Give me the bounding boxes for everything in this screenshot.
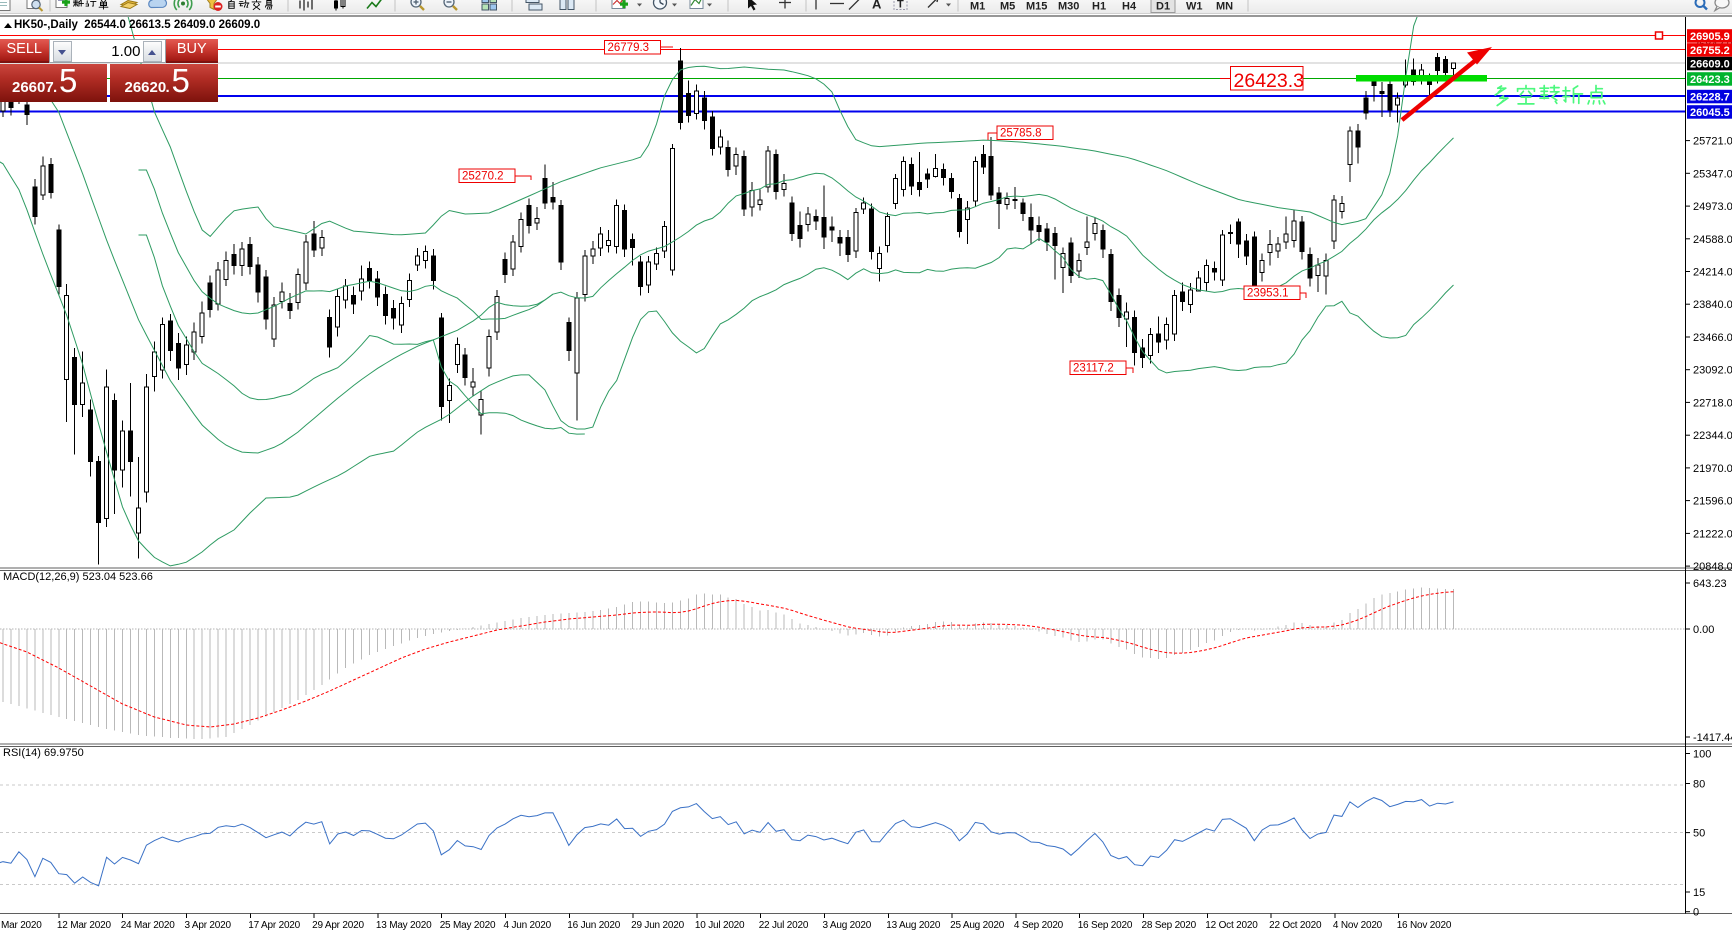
- svg-text:13 May 2020: 13 May 2020: [376, 920, 432, 931]
- svg-text:26423.3: 26423.3: [1690, 74, 1730, 86]
- svg-text:23117.2: 23117.2: [1073, 363, 1114, 375]
- svg-text:15: 15: [1693, 887, 1705, 899]
- svg-text:H1: H1: [1092, 1, 1106, 13]
- svg-text:23466.0: 23466.0: [1693, 332, 1732, 344]
- svg-text:A: A: [872, 0, 882, 12]
- svg-text:26755.2: 26755.2: [1690, 45, 1730, 57]
- svg-text:23092.0: 23092.0: [1693, 365, 1732, 377]
- svg-text:20848.0: 20848.0: [1693, 561, 1732, 573]
- svg-text:16 Sep 2020: 16 Sep 2020: [1078, 920, 1133, 931]
- svg-text:25 May 2020: 25 May 2020: [440, 920, 496, 931]
- svg-text:22 Oct 2020: 22 Oct 2020: [1269, 920, 1322, 931]
- svg-text:24588.0: 24588.0: [1693, 234, 1732, 246]
- svg-text:0.00: 0.00: [1693, 624, 1714, 636]
- svg-text:25270.2: 25270.2: [462, 171, 504, 183]
- svg-text:Mar 2020: Mar 2020: [1, 920, 42, 931]
- svg-text:25785.8: 25785.8: [1000, 128, 1042, 140]
- svg-text:25721.0: 25721.0: [1693, 136, 1732, 148]
- svg-text:M1: M1: [970, 1, 985, 13]
- svg-text:D1: D1: [1156, 1, 1170, 13]
- svg-text:24214.0: 24214.0: [1693, 267, 1732, 279]
- svg-text:80: 80: [1693, 779, 1705, 791]
- svg-text:H4: H4: [1122, 1, 1137, 13]
- svg-text:3 Aug 2020: 3 Aug 2020: [823, 920, 872, 931]
- svg-text:22344.0: 22344.0: [1693, 430, 1732, 442]
- svg-text:17 Apr 2020: 17 Apr 2020: [248, 920, 300, 931]
- svg-text:24 Mar 2020: 24 Mar 2020: [121, 920, 176, 931]
- svg-text:26045.5: 26045.5: [1690, 107, 1730, 119]
- svg-text:23953.1: 23953.1: [1247, 288, 1289, 300]
- svg-text:3 Apr 2020: 3 Apr 2020: [185, 920, 232, 931]
- svg-text:4 Nov 2020: 4 Nov 2020: [1333, 920, 1383, 931]
- svg-text:10 Jul 2020: 10 Jul 2020: [695, 920, 745, 931]
- svg-text:29 Apr 2020: 29 Apr 2020: [312, 920, 364, 931]
- svg-text:23840.0: 23840.0: [1693, 299, 1732, 311]
- svg-text:M5: M5: [1000, 1, 1015, 13]
- svg-text:24973.0: 24973.0: [1693, 201, 1732, 213]
- svg-text:22 Jul 2020: 22 Jul 2020: [759, 920, 809, 931]
- svg-text:26905.9: 26905.9: [1690, 31, 1730, 43]
- svg-text:100: 100: [1693, 749, 1711, 761]
- svg-text:26228.7: 26228.7: [1690, 92, 1730, 104]
- svg-text:26423.3: 26423.3: [1234, 70, 1305, 92]
- svg-text:21596.0: 21596.0: [1693, 496, 1732, 508]
- svg-text:4 Jun 2020: 4 Jun 2020: [504, 920, 552, 931]
- svg-text:21222.0: 21222.0: [1693, 528, 1732, 540]
- svg-text:21970.0: 21970.0: [1693, 463, 1732, 475]
- svg-text:26779.3: 26779.3: [608, 42, 650, 54]
- svg-text:T: T: [897, 0, 904, 11]
- svg-text:25 Aug 2020: 25 Aug 2020: [950, 920, 1005, 931]
- svg-text:MN: MN: [1216, 1, 1233, 13]
- svg-text:4 Sep 2020: 4 Sep 2020: [1014, 920, 1064, 931]
- svg-text:16 Nov 2020: 16 Nov 2020: [1397, 920, 1452, 931]
- svg-text:M30: M30: [1058, 1, 1079, 13]
- svg-text:26609.0: 26609.0: [1690, 59, 1730, 71]
- svg-text:12 Oct 2020: 12 Oct 2020: [1205, 920, 1258, 931]
- svg-text:50: 50: [1693, 828, 1705, 840]
- svg-text:-1417.44: -1417.44: [1693, 732, 1732, 744]
- svg-text:643.23: 643.23: [1693, 578, 1727, 590]
- svg-text:22718.0: 22718.0: [1693, 397, 1732, 409]
- svg-text:M15: M15: [1026, 1, 1047, 13]
- svg-text:0: 0: [1693, 907, 1699, 919]
- svg-text:W1: W1: [1186, 1, 1203, 13]
- svg-text:29 Jun 2020: 29 Jun 2020: [631, 920, 684, 931]
- svg-text:25347.0: 25347.0: [1693, 168, 1732, 180]
- svg-text:13 Aug 2020: 13 Aug 2020: [886, 920, 941, 931]
- svg-text:12 Mar 2020: 12 Mar 2020: [57, 920, 112, 931]
- svg-text:16 Jun 2020: 16 Jun 2020: [567, 920, 620, 931]
- svg-text:28 Sep 2020: 28 Sep 2020: [1142, 920, 1197, 931]
